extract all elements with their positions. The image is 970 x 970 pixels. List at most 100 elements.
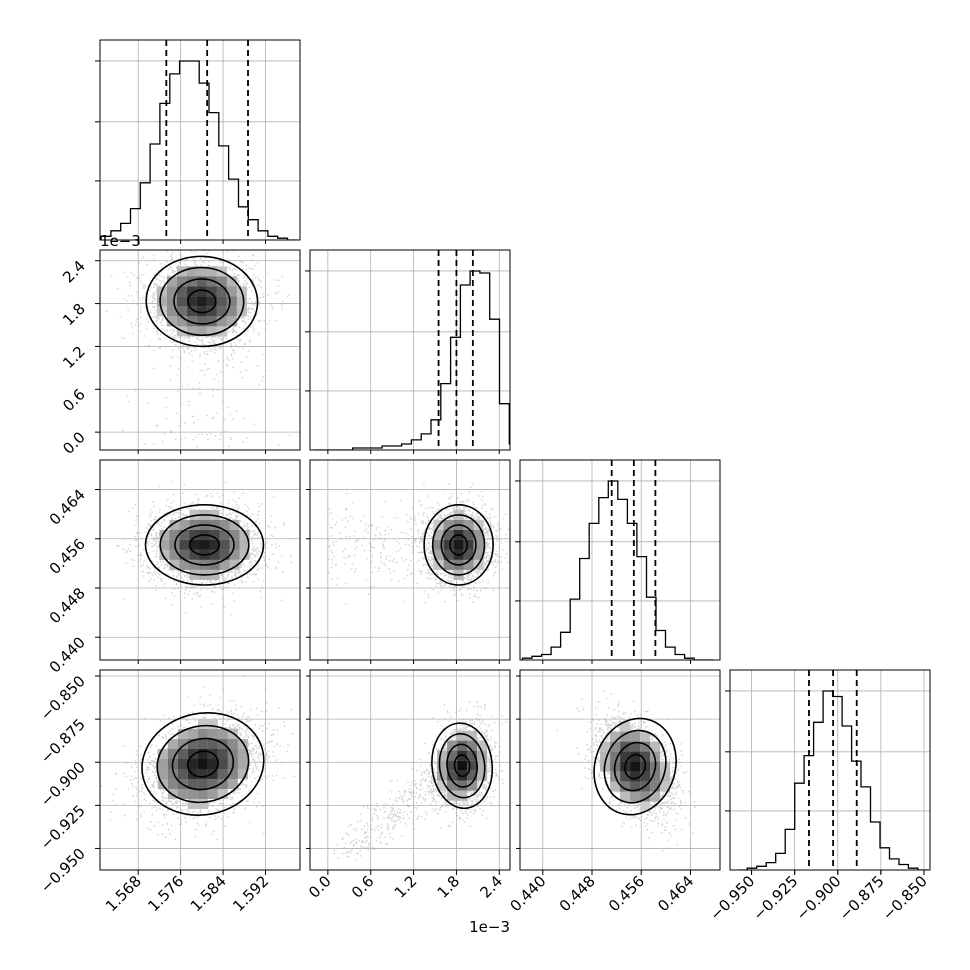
density-cell [443, 539, 454, 550]
density-cell [237, 769, 248, 779]
density-cell [207, 729, 218, 739]
density-cell [437, 760, 448, 771]
density-cell [457, 730, 468, 741]
contour-line [440, 524, 477, 566]
density-cell [226, 286, 237, 297]
density-cell [463, 529, 474, 540]
density-cell [229, 559, 240, 570]
y-offset-label: 1e−3 [100, 232, 141, 250]
y-tick-label: 0.464 [46, 486, 89, 529]
density-cell [610, 731, 621, 742]
density-cell [199, 539, 210, 550]
density-cell [217, 729, 228, 739]
density-cell [216, 316, 227, 327]
density-cell [209, 529, 220, 540]
density-cell [196, 286, 207, 297]
scatter-panel-1-2 [309, 459, 511, 661]
contour-line [174, 524, 235, 566]
density-cell [197, 729, 208, 739]
density-cell [197, 759, 208, 769]
density-cell [177, 789, 188, 799]
density-cell [610, 741, 621, 752]
density-cell [457, 760, 468, 771]
histogram-step-line [521, 480, 714, 660]
density-cell [207, 789, 218, 799]
density-cell [229, 519, 240, 530]
panel-frame [519, 459, 721, 661]
density-cell [216, 286, 227, 297]
density-cell [167, 769, 178, 779]
density-cell [186, 296, 197, 307]
panel-frame [519, 669, 721, 871]
density-cell [433, 539, 444, 550]
density-cell [477, 770, 488, 781]
density-cell [197, 739, 208, 749]
y-tick-label: −0.875 [37, 715, 89, 767]
x-tick-label: −0.925 [750, 872, 802, 924]
density-cell [239, 539, 250, 550]
density-cell [219, 549, 230, 560]
density-cell [447, 740, 458, 751]
density-cell [467, 760, 478, 771]
contour-line [159, 266, 245, 337]
density-cell [630, 781, 641, 792]
y-tick-label: −0.925 [37, 801, 89, 853]
contour-line [453, 754, 471, 778]
density-cell [437, 750, 448, 761]
density-cell [640, 771, 651, 782]
density-cell [226, 296, 237, 307]
density-cell [197, 769, 208, 779]
density-cell [620, 771, 631, 782]
density-cell [640, 751, 651, 762]
density-cell [217, 759, 228, 769]
density-cell [473, 539, 484, 550]
density-cell [237, 749, 248, 759]
x-tick-label: 2.4 [477, 872, 507, 902]
histogram-panel-3 [725, 669, 931, 871]
density-cell [167, 779, 178, 789]
density-cell [630, 751, 641, 762]
density-cell [186, 316, 197, 327]
density-cell [640, 801, 651, 812]
density-cell [216, 296, 227, 307]
density-cell [179, 549, 190, 560]
density-cell [457, 790, 468, 801]
y-tick-label: 0.440 [46, 633, 89, 676]
density-cell [186, 266, 197, 277]
density-cell [169, 559, 180, 570]
density-cell [177, 739, 188, 749]
y-tick-label: −0.850 [37, 672, 89, 724]
density-cell [189, 529, 200, 540]
density-cell [437, 780, 448, 791]
density-cell [207, 779, 218, 789]
density-cell [467, 770, 478, 781]
density-cell [176, 316, 187, 327]
density-cell [207, 739, 218, 749]
panel-frame [309, 249, 511, 451]
density-cell [610, 781, 621, 792]
scatter-panel-2-3 [519, 669, 721, 871]
density-cell [467, 740, 478, 751]
density-cell [206, 296, 217, 307]
density-cell [600, 751, 611, 762]
density-cell [196, 276, 207, 287]
density-cell [226, 276, 237, 287]
density-cell [166, 286, 177, 297]
density-cell [177, 749, 188, 759]
density-cell [177, 759, 188, 769]
contour-line [141, 711, 265, 817]
contour-line [446, 743, 478, 788]
density-cell [660, 771, 671, 782]
scatter-panel-1-3 [309, 669, 511, 871]
density-cell [167, 749, 178, 759]
density-cell [620, 731, 631, 742]
density-cell [660, 781, 671, 792]
density-cell [467, 780, 478, 791]
density-cell [216, 306, 227, 317]
density-cell [179, 539, 190, 550]
density-cell [447, 770, 458, 781]
density-cell [463, 519, 474, 530]
density-cell [620, 751, 631, 762]
density-cell [620, 781, 631, 792]
